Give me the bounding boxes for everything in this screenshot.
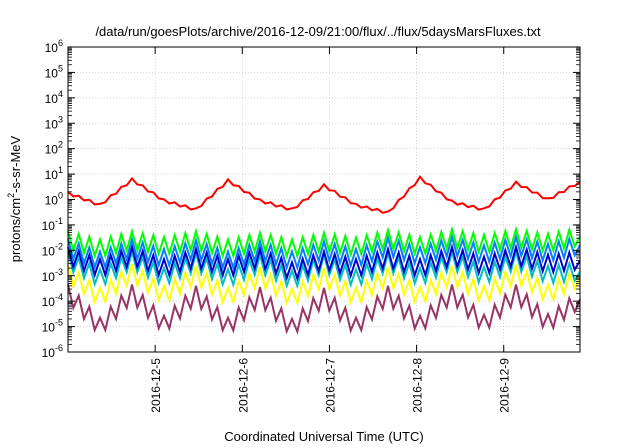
y-tick-base: 10 <box>45 143 59 157</box>
y-tick-label: 10-1 <box>42 216 63 233</box>
y-tick-label: 103 <box>45 114 63 131</box>
series-line-6 <box>67 284 581 335</box>
x-tick-label: 2016-12-9 <box>498 358 512 413</box>
y-tick-base: 10 <box>42 244 56 258</box>
y-tick-label: 104 <box>45 89 63 106</box>
x-tick-label: 2016-12-6 <box>236 358 250 413</box>
y-tick-base: 10 <box>42 346 56 360</box>
y-tick-exponent: 2 <box>58 140 63 150</box>
y-tick-base: 10 <box>42 321 56 335</box>
y-tick-base: 10 <box>45 117 59 131</box>
y-tick-exponent: -1 <box>55 216 63 226</box>
y-tick-label: 10-5 <box>42 318 63 335</box>
y-tick-exponent: 1 <box>58 165 63 175</box>
x-tick-label: 2016-12-8 <box>411 358 425 413</box>
y-tick-exponent: 4 <box>58 89 63 99</box>
y-tick-exponent: -3 <box>55 267 63 277</box>
y-axis-label-rest: -s-sr-MeV <box>8 135 23 192</box>
y-tick-exponent: 6 <box>58 38 63 48</box>
series-line-0 <box>67 174 581 214</box>
chart-title: /data/run/goesPlots/archive/2016-12-09/2… <box>95 24 541 39</box>
y-tick-exponent: -6 <box>55 343 63 353</box>
y-tick-base: 10 <box>45 168 59 182</box>
y-axis-label-base: protons/cm <box>8 198 23 262</box>
y-tick-base: 10 <box>45 66 59 80</box>
y-tick-base: 10 <box>45 41 59 55</box>
series-line-1 <box>67 225 581 260</box>
y-tick-exponent: 5 <box>58 63 63 73</box>
series-layer <box>67 174 581 335</box>
y-axis-label-text: protons/cm2-s-sr-MeV <box>6 135 23 262</box>
y-tick-base: 10 <box>45 92 59 106</box>
y-tick-label: 10-3 <box>42 267 63 284</box>
y-tick-exponent: -4 <box>55 292 63 302</box>
y-tick-label: 102 <box>45 140 63 157</box>
x-tick-label: 2016-12-7 <box>323 358 337 413</box>
series-line-3 <box>67 243 581 282</box>
y-tick-exponent: 3 <box>58 114 63 124</box>
x-axis-label: Coordinated Universal Time (UTC) <box>224 429 423 444</box>
ticks: 10610510410310210110010-110-210-310-410-… <box>42 38 580 413</box>
y-axis-label-sup: 2 <box>6 193 16 198</box>
series-line-2 <box>67 233 581 272</box>
series-line-5 <box>67 263 581 307</box>
y-tick-label: 10-2 <box>42 241 63 258</box>
y-tick-exponent: 0 <box>58 191 63 201</box>
y-axis-label: protons/cm2-s-sr-MeV <box>6 135 23 262</box>
y-tick-base: 10 <box>45 194 59 208</box>
y-tick-label: 10-4 <box>42 292 63 309</box>
y-tick-label: 100 <box>45 191 63 208</box>
y-tick-exponent: -5 <box>55 318 63 328</box>
y-tick-label: 105 <box>45 63 63 80</box>
y-tick-label: 10-6 <box>42 343 63 360</box>
x-tick-label: 2016-12-5 <box>149 358 163 413</box>
y-tick-exponent: -2 <box>55 241 63 251</box>
y-tick-base: 10 <box>42 219 56 233</box>
y-tick-base: 10 <box>42 295 56 309</box>
y-tick-label: 106 <box>45 38 63 55</box>
y-tick-label: 101 <box>45 165 63 182</box>
y-tick-base: 10 <box>42 270 56 284</box>
